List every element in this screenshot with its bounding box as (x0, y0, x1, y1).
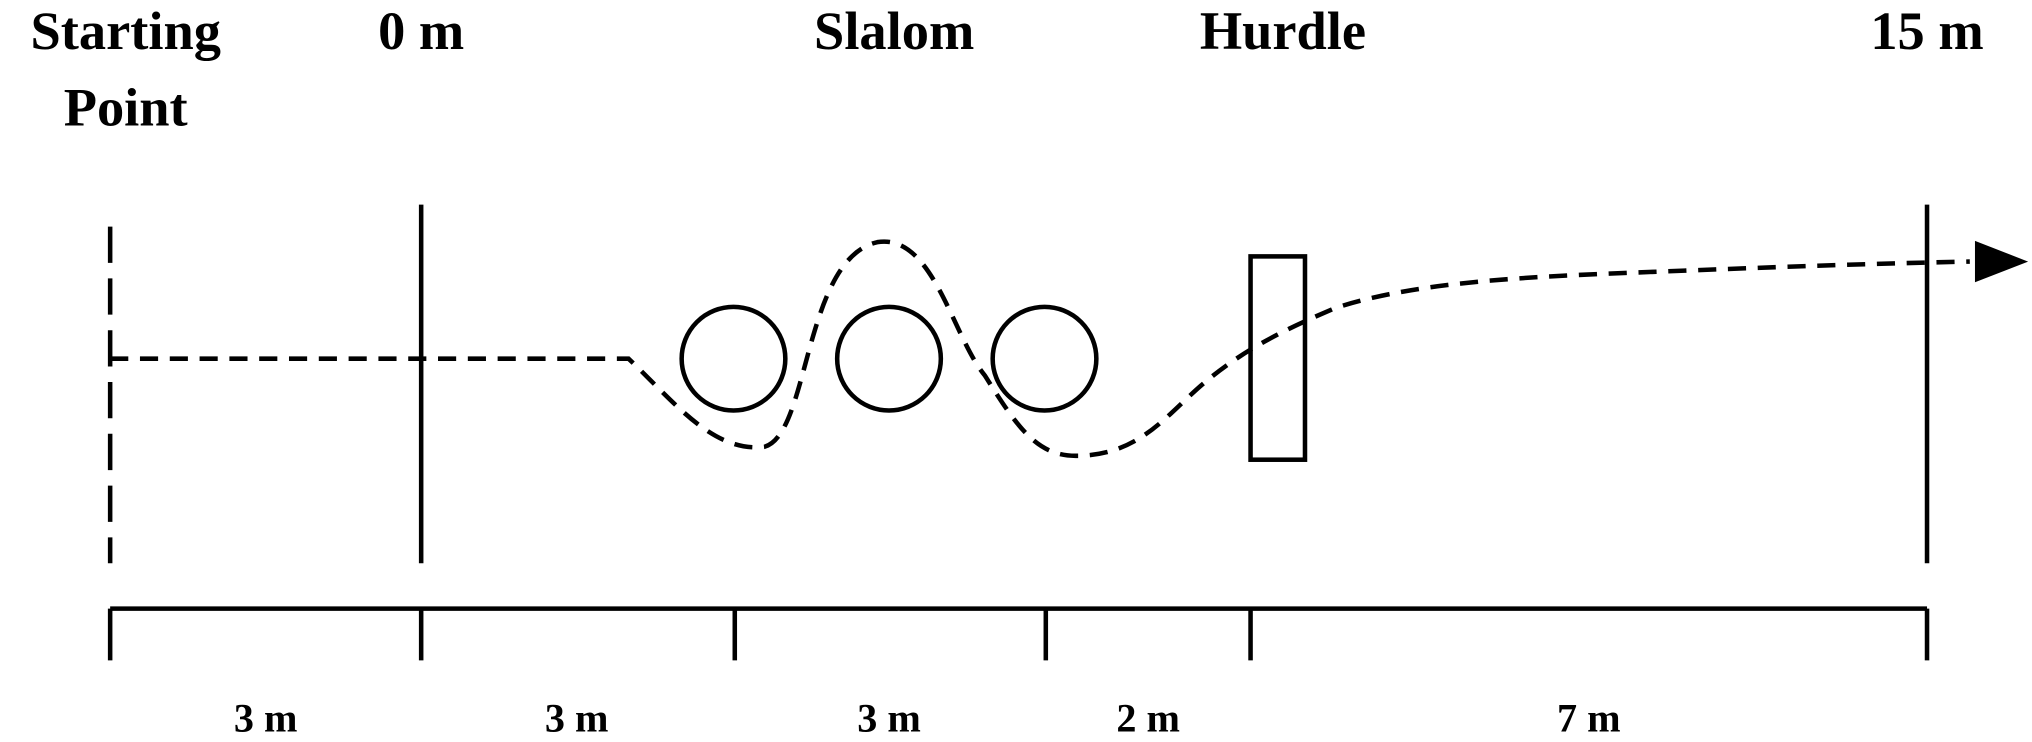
cone (679, 304, 788, 413)
start-label: Starting (30, 1, 220, 61)
finish-label: 15 m (1870, 1, 1983, 61)
cone (834, 304, 944, 413)
segment-label: 2 m (1116, 696, 1180, 741)
segment-label: 3 m (857, 696, 921, 741)
start-label: Point (64, 78, 188, 138)
segment-label: 7 m (1557, 696, 1621, 741)
hurdle-label: Hurdle (1200, 1, 1366, 61)
segment-label: 3 m (234, 696, 298, 741)
arrow-head (1974, 240, 2029, 283)
cone (990, 304, 1099, 413)
path (110, 239, 1970, 459)
segment-label: 3 m (545, 696, 609, 741)
hurdle (1248, 254, 1308, 462)
slalom-label: Slalom (814, 1, 974, 61)
zero-label: 0 m (378, 1, 464, 61)
